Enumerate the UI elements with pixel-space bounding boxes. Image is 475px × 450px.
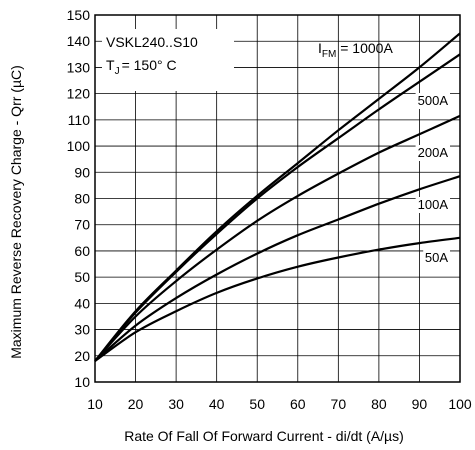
series-line-200A xyxy=(94,114,461,362)
ifm-subscript: FM xyxy=(322,49,336,60)
ifm-label: IFM = 1000A xyxy=(318,40,393,60)
y-tick-label: 40 xyxy=(74,295,90,311)
series-line-500A xyxy=(94,53,461,362)
x-tick-label: 20 xyxy=(128,396,144,412)
x-tick-label: 60 xyxy=(290,396,306,412)
temperature-subscript: J xyxy=(115,66,120,77)
x-tick-label: 100 xyxy=(448,396,472,412)
y-tick-labels: 10 20 30 40 50 60 70 80 90 100 110 120 130 140 150 xyxy=(67,7,91,390)
x-tick-label: 50 xyxy=(249,396,265,412)
temperature-label: TJ = 150° C xyxy=(106,57,177,77)
y-tick-label: 90 xyxy=(74,164,90,180)
series-labels: 500A 200A 100A 50A xyxy=(415,93,450,266)
y-tick-label: 100 xyxy=(67,138,91,154)
y-tick-label: 10 xyxy=(74,374,90,390)
annotation-box xyxy=(102,29,234,91)
x-tick-labels: 10 20 30 40 50 60 70 80 90 100 xyxy=(87,396,472,412)
series-label-50A: 50A xyxy=(425,250,448,265)
x-tick-label: 40 xyxy=(209,396,225,412)
x-tick-label: 80 xyxy=(371,396,387,412)
temperature-symbol: T xyxy=(106,57,115,73)
y-tick-label: 110 xyxy=(68,112,91,128)
y-tick-label: 50 xyxy=(74,269,90,285)
y-tick-label: 30 xyxy=(74,322,90,338)
series-curves xyxy=(94,32,461,362)
x-tick-label: 70 xyxy=(331,396,347,412)
y-tick-label: 70 xyxy=(74,217,90,233)
y-tick-label: 140 xyxy=(67,33,91,49)
series-label-bg xyxy=(423,250,450,266)
series-label-500A: 500A xyxy=(418,93,449,108)
y-tick-label: 80 xyxy=(74,191,90,207)
series-label-bg xyxy=(415,93,450,109)
y-tick-label: 150 xyxy=(67,7,91,23)
ifm-value: = 1000A xyxy=(336,40,393,56)
y-tick-label: 60 xyxy=(74,243,90,259)
device-label: VSKL240..S10 xyxy=(106,34,198,50)
series-label-bg xyxy=(415,197,450,213)
y-tick-label: 120 xyxy=(67,86,91,102)
x-tick-label: 90 xyxy=(412,396,428,412)
x-tick-label: 30 xyxy=(168,396,184,412)
x-tick-label: 10 xyxy=(87,396,103,412)
series-line-100A xyxy=(94,175,461,362)
y-axis-title: Maximum Reverse Recovery Charge - Qrr (µ… xyxy=(8,65,24,359)
series-label-100A: 100A xyxy=(418,197,449,212)
temperature-value: = 150° C xyxy=(122,57,177,73)
plot-frame xyxy=(94,14,461,383)
x-axis-title: Rate Of Fall Of Forward Current - di/dt … xyxy=(124,428,404,444)
series-label-200A: 200A xyxy=(418,145,449,160)
series-label-bg xyxy=(415,145,450,161)
y-tick-label: 20 xyxy=(74,348,90,364)
y-tick-label: 130 xyxy=(67,59,91,75)
ifm-symbol: I xyxy=(318,40,322,56)
series-line-50A xyxy=(94,236,461,362)
